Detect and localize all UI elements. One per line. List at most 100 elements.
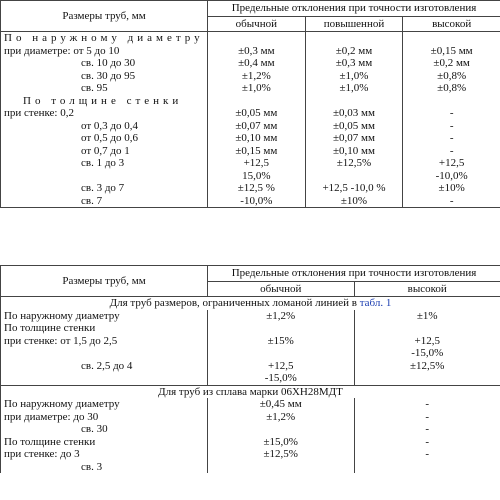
row-label: при стенке: 0,2	[0, 107, 208, 120]
row: при стенке: 0,2 ±0,05 мм ±0,03 мм -	[0, 107, 500, 120]
cell-value: ±0,07 мм	[235, 119, 278, 132]
row: По толщине стенки	[0, 322, 500, 335]
row-label: По наружному диаметру	[0, 309, 208, 322]
cell: +12,5 -15,0%	[353, 334, 500, 360]
cell: ±0,3 мм	[304, 57, 404, 70]
table: Размеры труб, мм Предельные отклонения пр…	[0, 265, 500, 473]
cell: ±15%	[207, 334, 355, 360]
cell-line: +12,5	[268, 359, 294, 372]
cell: +12,5 -10,0 %	[304, 182, 404, 195]
cell-value: ±12,5%	[336, 157, 372, 169]
cell-value: ±0,15 мм	[235, 144, 278, 157]
cell: -	[402, 132, 500, 145]
header-row: Размеры труб, мм Предельные отклонения пр…	[0, 0, 500, 32]
cell: ±12,5 %	[207, 182, 306, 195]
size-header: Размеры труб, мм	[0, 0, 208, 32]
cell-line: 15,0%	[242, 169, 271, 182]
cell: ±10%	[304, 194, 404, 208]
header-row: обычной высокой	[1, 280, 500, 297]
cell-value: ±15%	[267, 334, 294, 347]
cell: ±12,5%	[207, 448, 355, 461]
cell-value: ±0,4 мм	[238, 57, 275, 69]
cell-value: ±0,3 мм	[335, 57, 373, 69]
cell-value: ±0,2 мм	[335, 44, 373, 57]
row: св. 95 ±1,0% ±1,0% ±0,8%	[0, 82, 500, 95]
cell-value: ±12,5%	[410, 359, 445, 372]
header-row: Размеры труб, мм Предельные отклонения пр…	[0, 265, 500, 297]
table: Размеры труб, мм Предельные отклонения пр…	[0, 0, 500, 208]
row: при диаметре: до 30 ±1,2% -	[0, 410, 500, 423]
row-label: св. 2,5 до 4	[0, 359, 208, 385]
cell: +12,5 -10,0%	[402, 157, 500, 182]
cell: -	[402, 107, 500, 120]
row-label: По толщине стенки	[0, 435, 208, 448]
row-label: св. 95	[0, 82, 208, 95]
row-label: св. 3 до 7	[0, 182, 208, 195]
cell: -	[353, 398, 500, 411]
cell-value: -	[449, 132, 454, 144]
row-label: св. 30 до 95	[0, 69, 208, 82]
cell: ±0,07 мм	[207, 119, 306, 132]
cell: ±15,0%	[207, 435, 355, 448]
deviation-header: Предельные отклонения при точности изгот…	[207, 265, 500, 282]
cell-line: -15,0%	[264, 372, 297, 384]
column-header: высокой	[402, 15, 500, 32]
row: св. 10 до 30 ±0,4 мм ±0,3 мм ±0,2 мм	[0, 57, 500, 70]
cell-value: ±0,05 мм	[235, 107, 278, 119]
cell: ±1%	[353, 309, 500, 322]
row-label: св. 7	[0, 194, 208, 208]
row: По толщине стенки ±15,0% -	[0, 435, 500, 448]
row: св. 3	[0, 460, 500, 473]
cell	[304, 94, 404, 107]
cell: ±0,07 мм	[304, 132, 404, 145]
cell-value: ±0,45 мм	[259, 398, 302, 410]
cell-value: ±1,0%	[241, 82, 271, 94]
cell: -	[353, 435, 500, 448]
table-link[interactable]: табл. 1	[359, 297, 392, 309]
cell: ±1,0%	[304, 69, 404, 82]
row-label: св. 1 до 3	[0, 157, 208, 182]
cell-value: ±0,8%	[437, 82, 467, 94]
row-label: св. 30	[0, 423, 208, 436]
cell: ±0,10 мм	[207, 132, 306, 145]
cell	[207, 31, 306, 45]
cell-line: -10,0%	[435, 169, 468, 182]
cell-value: ±10%	[340, 194, 368, 207]
row: По толщине стенки	[0, 94, 500, 107]
cell-value: -	[449, 194, 454, 207]
column-header: обычной	[207, 280, 355, 297]
cell: -	[353, 423, 500, 436]
cell: ±0,05 мм	[207, 107, 306, 120]
cell: ±0,8%	[402, 82, 500, 95]
cell: ±1,2%	[207, 410, 355, 423]
row-label: По наружному диаметру	[0, 398, 208, 411]
header-row: обычной повышенной высокой	[1, 15, 500, 32]
row: св. 30 до 95 ±1,2% ±1,0% ±0,8%	[0, 69, 500, 82]
cell-value: -	[425, 435, 430, 448]
size-header: Размеры труб, мм	[0, 265, 208, 297]
cell: ±12,5%	[304, 157, 404, 182]
cell: ±1,2%	[207, 69, 306, 82]
row-label: при диаметре: от 5 до 10	[0, 44, 208, 57]
cell	[353, 460, 500, 473]
cell-line: +12,5	[438, 157, 465, 169]
cell: ±12,5%	[353, 359, 500, 385]
row: от 0,3 до 0,4 ±0,07 мм ±0,05 мм -	[0, 119, 500, 132]
cell-value: ±0,10 мм	[333, 144, 375, 157]
cell: -	[353, 410, 500, 423]
cell: ±0,2 мм	[304, 44, 404, 57]
cell-value: ±0,03 мм	[333, 107, 375, 119]
cell-value: -	[425, 410, 430, 423]
note-text: Для труб из сплава марки 06ХН28МДТ	[158, 385, 343, 398]
cell-value: -	[449, 144, 454, 157]
row-label: от 0,5 до 0,6	[0, 132, 208, 145]
cell	[207, 460, 355, 473]
cell: ±10%	[402, 182, 500, 195]
cell-value: -	[425, 448, 430, 460]
row: от 0,7 до 1 ±0,15 мм ±0,10 мм -	[0, 144, 500, 157]
cell	[207, 423, 355, 436]
cell-value: ±1,2%	[266, 309, 296, 322]
cell: ±0,10 мм	[304, 144, 404, 157]
row: при диаметре: от 5 до 10 ±0,3 мм ±0,2 мм ±0…	[0, 44, 500, 57]
